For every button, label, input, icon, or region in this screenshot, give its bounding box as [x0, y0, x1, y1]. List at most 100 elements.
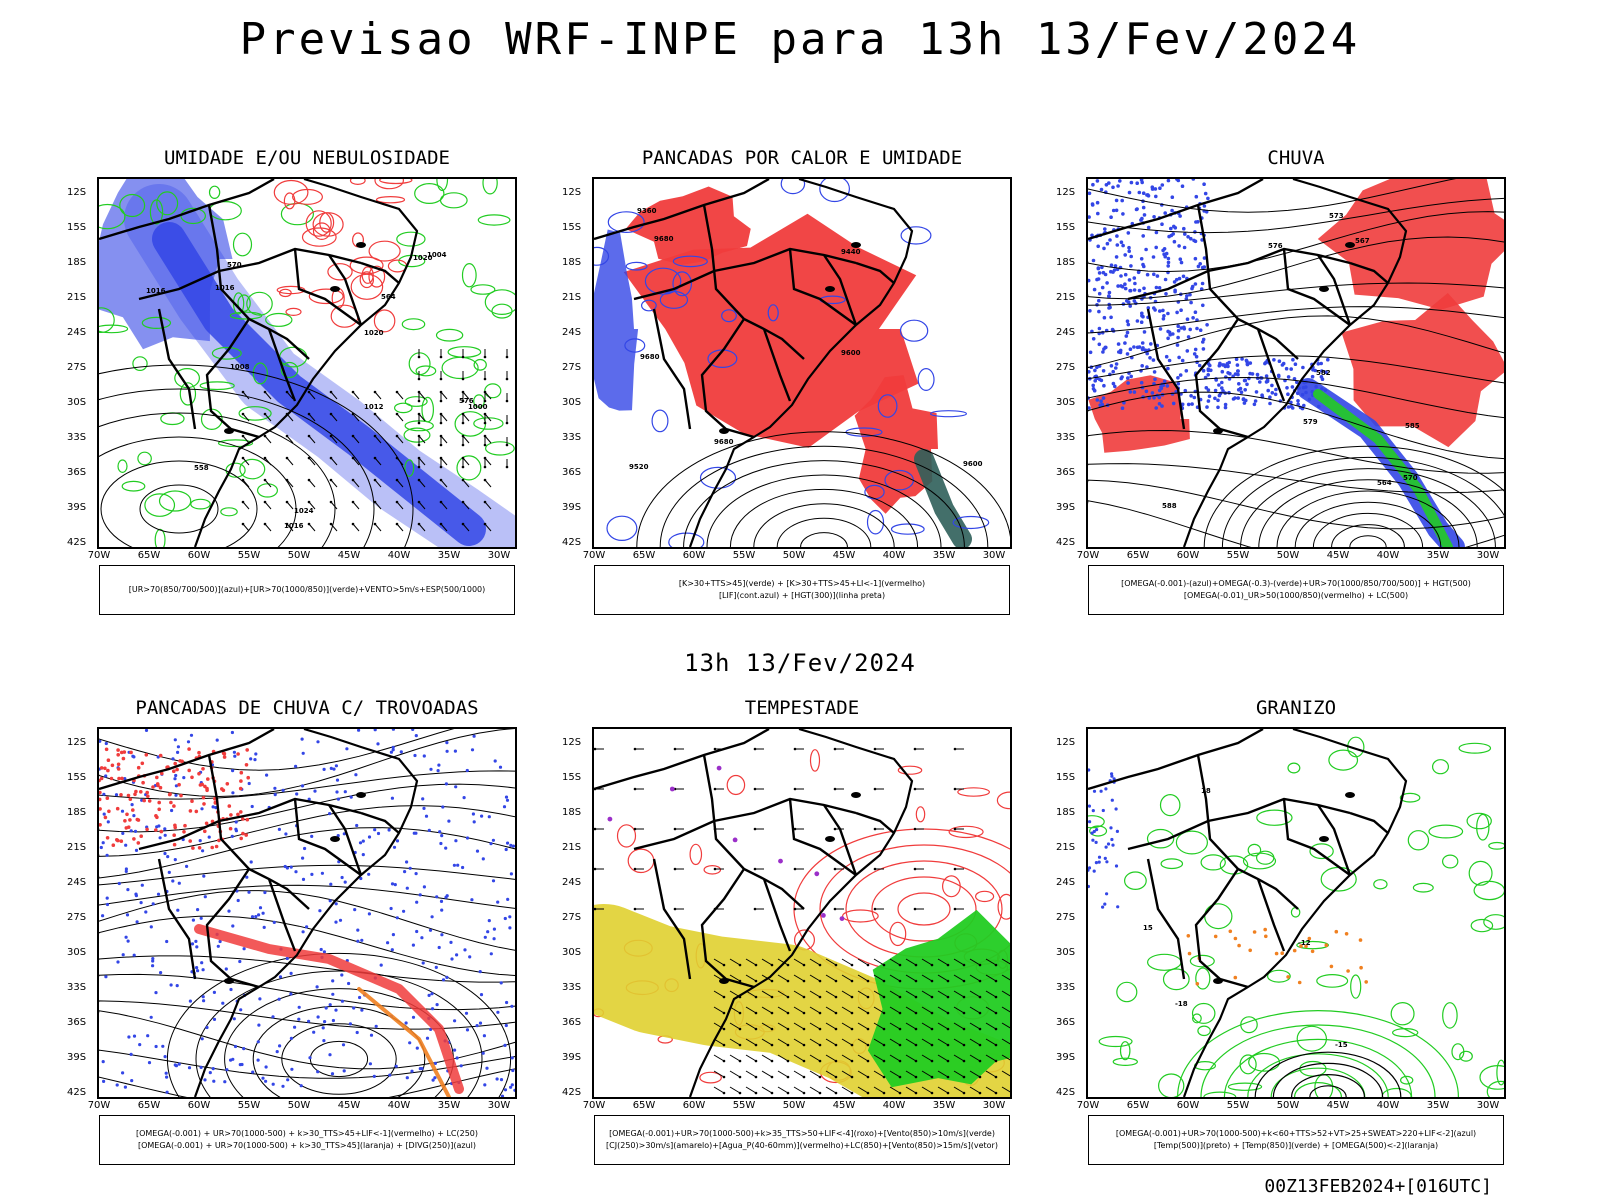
wind-vector [793, 1054, 806, 1063]
wind-vector [873, 907, 884, 911]
omega-area [1182, 226, 1186, 231]
thunderstorm-dot [204, 821, 209, 826]
thunderstorm-dot [244, 833, 248, 837]
latitude-tick-label: 12S [1056, 187, 1076, 198]
geopotential-height-contour [1349, 535, 1387, 547]
divergence-dot [505, 1000, 509, 1005]
low-level-humidity-contour [401, 318, 426, 331]
wind-vector [793, 787, 804, 791]
temperature-850-contour [1316, 973, 1349, 988]
divergence-dot [249, 757, 253, 761]
state-border [702, 754, 805, 910]
omega-area [1117, 350, 1121, 354]
omega-area [1169, 226, 1173, 231]
wind-vector [969, 1086, 982, 1095]
divergence-dot [281, 1084, 285, 1088]
divergence-dot [165, 939, 169, 944]
omega-area [1162, 314, 1166, 318]
wind-vector [969, 1006, 982, 1015]
omega-area [1176, 335, 1180, 340]
latitude-tick-label: 36S [1056, 467, 1076, 478]
divergence-dot [125, 913, 130, 917]
wind-vector [809, 1086, 822, 1095]
divergence-dot [207, 835, 211, 839]
hail-area-dot [1114, 864, 1119, 868]
longitude-tick-label: 60W [682, 1100, 706, 1111]
thunderstorm-dot [187, 768, 191, 773]
wind-vector [285, 500, 294, 510]
wind-vector [889, 958, 902, 967]
omega-area [1127, 190, 1132, 195]
omega-area [1135, 181, 1139, 185]
omega-area [1206, 373, 1210, 377]
wind-vector [373, 412, 382, 422]
divergence-dot [509, 1085, 513, 1089]
divergence-dot [444, 846, 448, 850]
longitude-tick-label: 35W [932, 1100, 956, 1111]
streamline [99, 770, 515, 800]
state-border [1349, 811, 1389, 834]
omega-area [1100, 402, 1105, 407]
contour-label: 18 [1201, 787, 1211, 795]
state-border [1194, 318, 1249, 439]
omega-area [1276, 373, 1281, 378]
latitude-tick-label: 15S [67, 772, 87, 783]
wind-vector [329, 390, 338, 400]
divergence-dot [254, 915, 258, 919]
divergence-dot [509, 872, 513, 876]
thunderstorm-dot [167, 792, 172, 797]
omega-area [1151, 255, 1156, 259]
low-level-humidity-contour [229, 311, 263, 320]
wind-vector [505, 349, 509, 359]
divergence-dot [470, 898, 474, 902]
divergence-dot [391, 729, 395, 731]
divergence-dot [441, 805, 445, 809]
temperature-850-contour [1381, 1087, 1412, 1097]
divergence-dot [230, 834, 234, 838]
divergence-dot [211, 1067, 215, 1071]
omega-500-dot [1248, 948, 1252, 953]
divergence-dot [343, 880, 347, 884]
thunderstorm-dot [173, 823, 177, 828]
omega-area [1200, 281, 1205, 286]
hail-area-dot [1105, 892, 1109, 896]
wind-vector [889, 1054, 902, 1063]
thunderstorm-dot [244, 763, 249, 767]
divergence-dot [301, 856, 305, 860]
divergence-dot [487, 815, 491, 819]
divergence-dot [129, 1052, 133, 1056]
wind-vector [1001, 1006, 1010, 1013]
state-border [762, 878, 792, 952]
omega-area [1206, 388, 1211, 392]
lake [825, 286, 835, 292]
wind-vector [873, 747, 884, 751]
omega-area [1180, 184, 1185, 188]
divergence-dot [238, 959, 242, 964]
divergence-dot [301, 751, 305, 755]
wind-vector [329, 434, 338, 444]
omega-area [1274, 387, 1278, 392]
omega-area [1221, 363, 1225, 367]
streamline [1088, 500, 1504, 547]
forecast-map: 1016 1016 1020 1024 1020 1016 1012 1008 1004 1000… [97, 177, 517, 549]
thunderstorm-dot [155, 775, 159, 780]
wind-vector [777, 1006, 790, 1015]
omega-area [1129, 374, 1133, 379]
low-level-humidity-contour [482, 179, 498, 195]
omega-area [1175, 179, 1179, 181]
thunderstorm-dot [99, 823, 102, 827]
thunderstorm-dot [116, 762, 121, 767]
wind-vector [417, 434, 426, 444]
state-border [855, 811, 895, 834]
thunderstorm-dot [125, 812, 129, 817]
thunderstorm-dot [120, 776, 124, 781]
lifted-index-contour [641, 299, 657, 312]
omega-area [1206, 196, 1210, 201]
wind-vector [461, 393, 465, 403]
omega-area [1101, 350, 1105, 354]
divergence-dot [174, 773, 178, 778]
forecast-map [97, 727, 517, 1099]
divergence-dot [322, 767, 326, 771]
omega-area [1152, 272, 1156, 277]
streamline [1088, 315, 1504, 369]
